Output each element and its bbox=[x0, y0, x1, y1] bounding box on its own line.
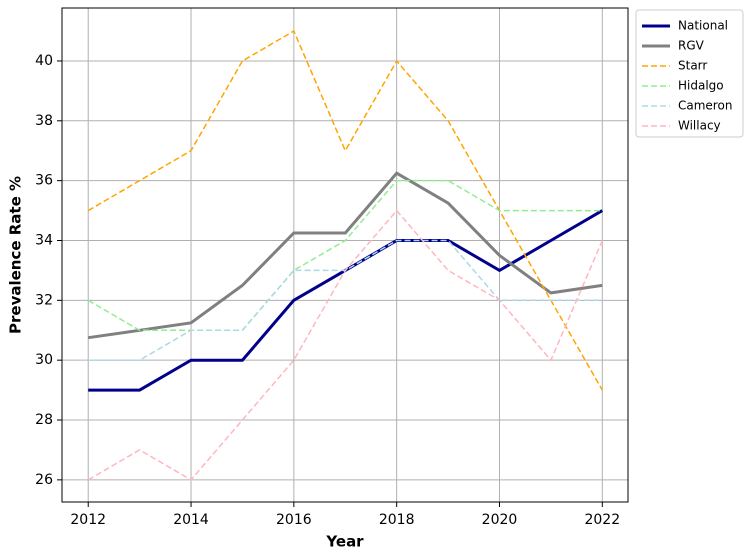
legend: National RGV Starr Hidalgo Cameron Willacy bbox=[635, 9, 744, 138]
y-tick-label: 26 bbox=[35, 472, 53, 488]
x-tick-label: 2022 bbox=[584, 512, 620, 528]
x-tick-label: 2018 bbox=[379, 512, 415, 528]
legend-label: National bbox=[678, 19, 728, 33]
y-tick-label: 38 bbox=[35, 113, 53, 129]
x-tick-label: 2014 bbox=[173, 512, 209, 528]
legend-label: Willacy bbox=[678, 119, 721, 133]
y-tick-label: 40 bbox=[35, 53, 53, 69]
plot-frame bbox=[61, 7, 629, 503]
legend-label: RGV bbox=[678, 39, 705, 53]
x-tick-label: 2020 bbox=[482, 512, 518, 528]
series-line bbox=[87, 171, 603, 340]
y-tick-label: 32 bbox=[35, 292, 53, 308]
series-line bbox=[87, 179, 603, 332]
y-tick-label: 34 bbox=[35, 232, 53, 248]
y-axis-label: Prevalence Rate % bbox=[7, 176, 25, 334]
x-axis-label: Year bbox=[325, 533, 364, 551]
series-line bbox=[87, 29, 603, 391]
legend-label: Starr bbox=[678, 59, 707, 73]
y-tick-label: 28 bbox=[35, 412, 53, 428]
legend-label: Hidalgo bbox=[678, 79, 724, 93]
y-tick-label: 30 bbox=[35, 352, 53, 368]
x-tick-label: 2012 bbox=[70, 512, 106, 528]
x-tick-label: 2016 bbox=[276, 512, 312, 528]
legend-label: Cameron bbox=[678, 99, 732, 113]
y-tick-label: 36 bbox=[35, 173, 53, 189]
series-line bbox=[87, 209, 603, 481]
